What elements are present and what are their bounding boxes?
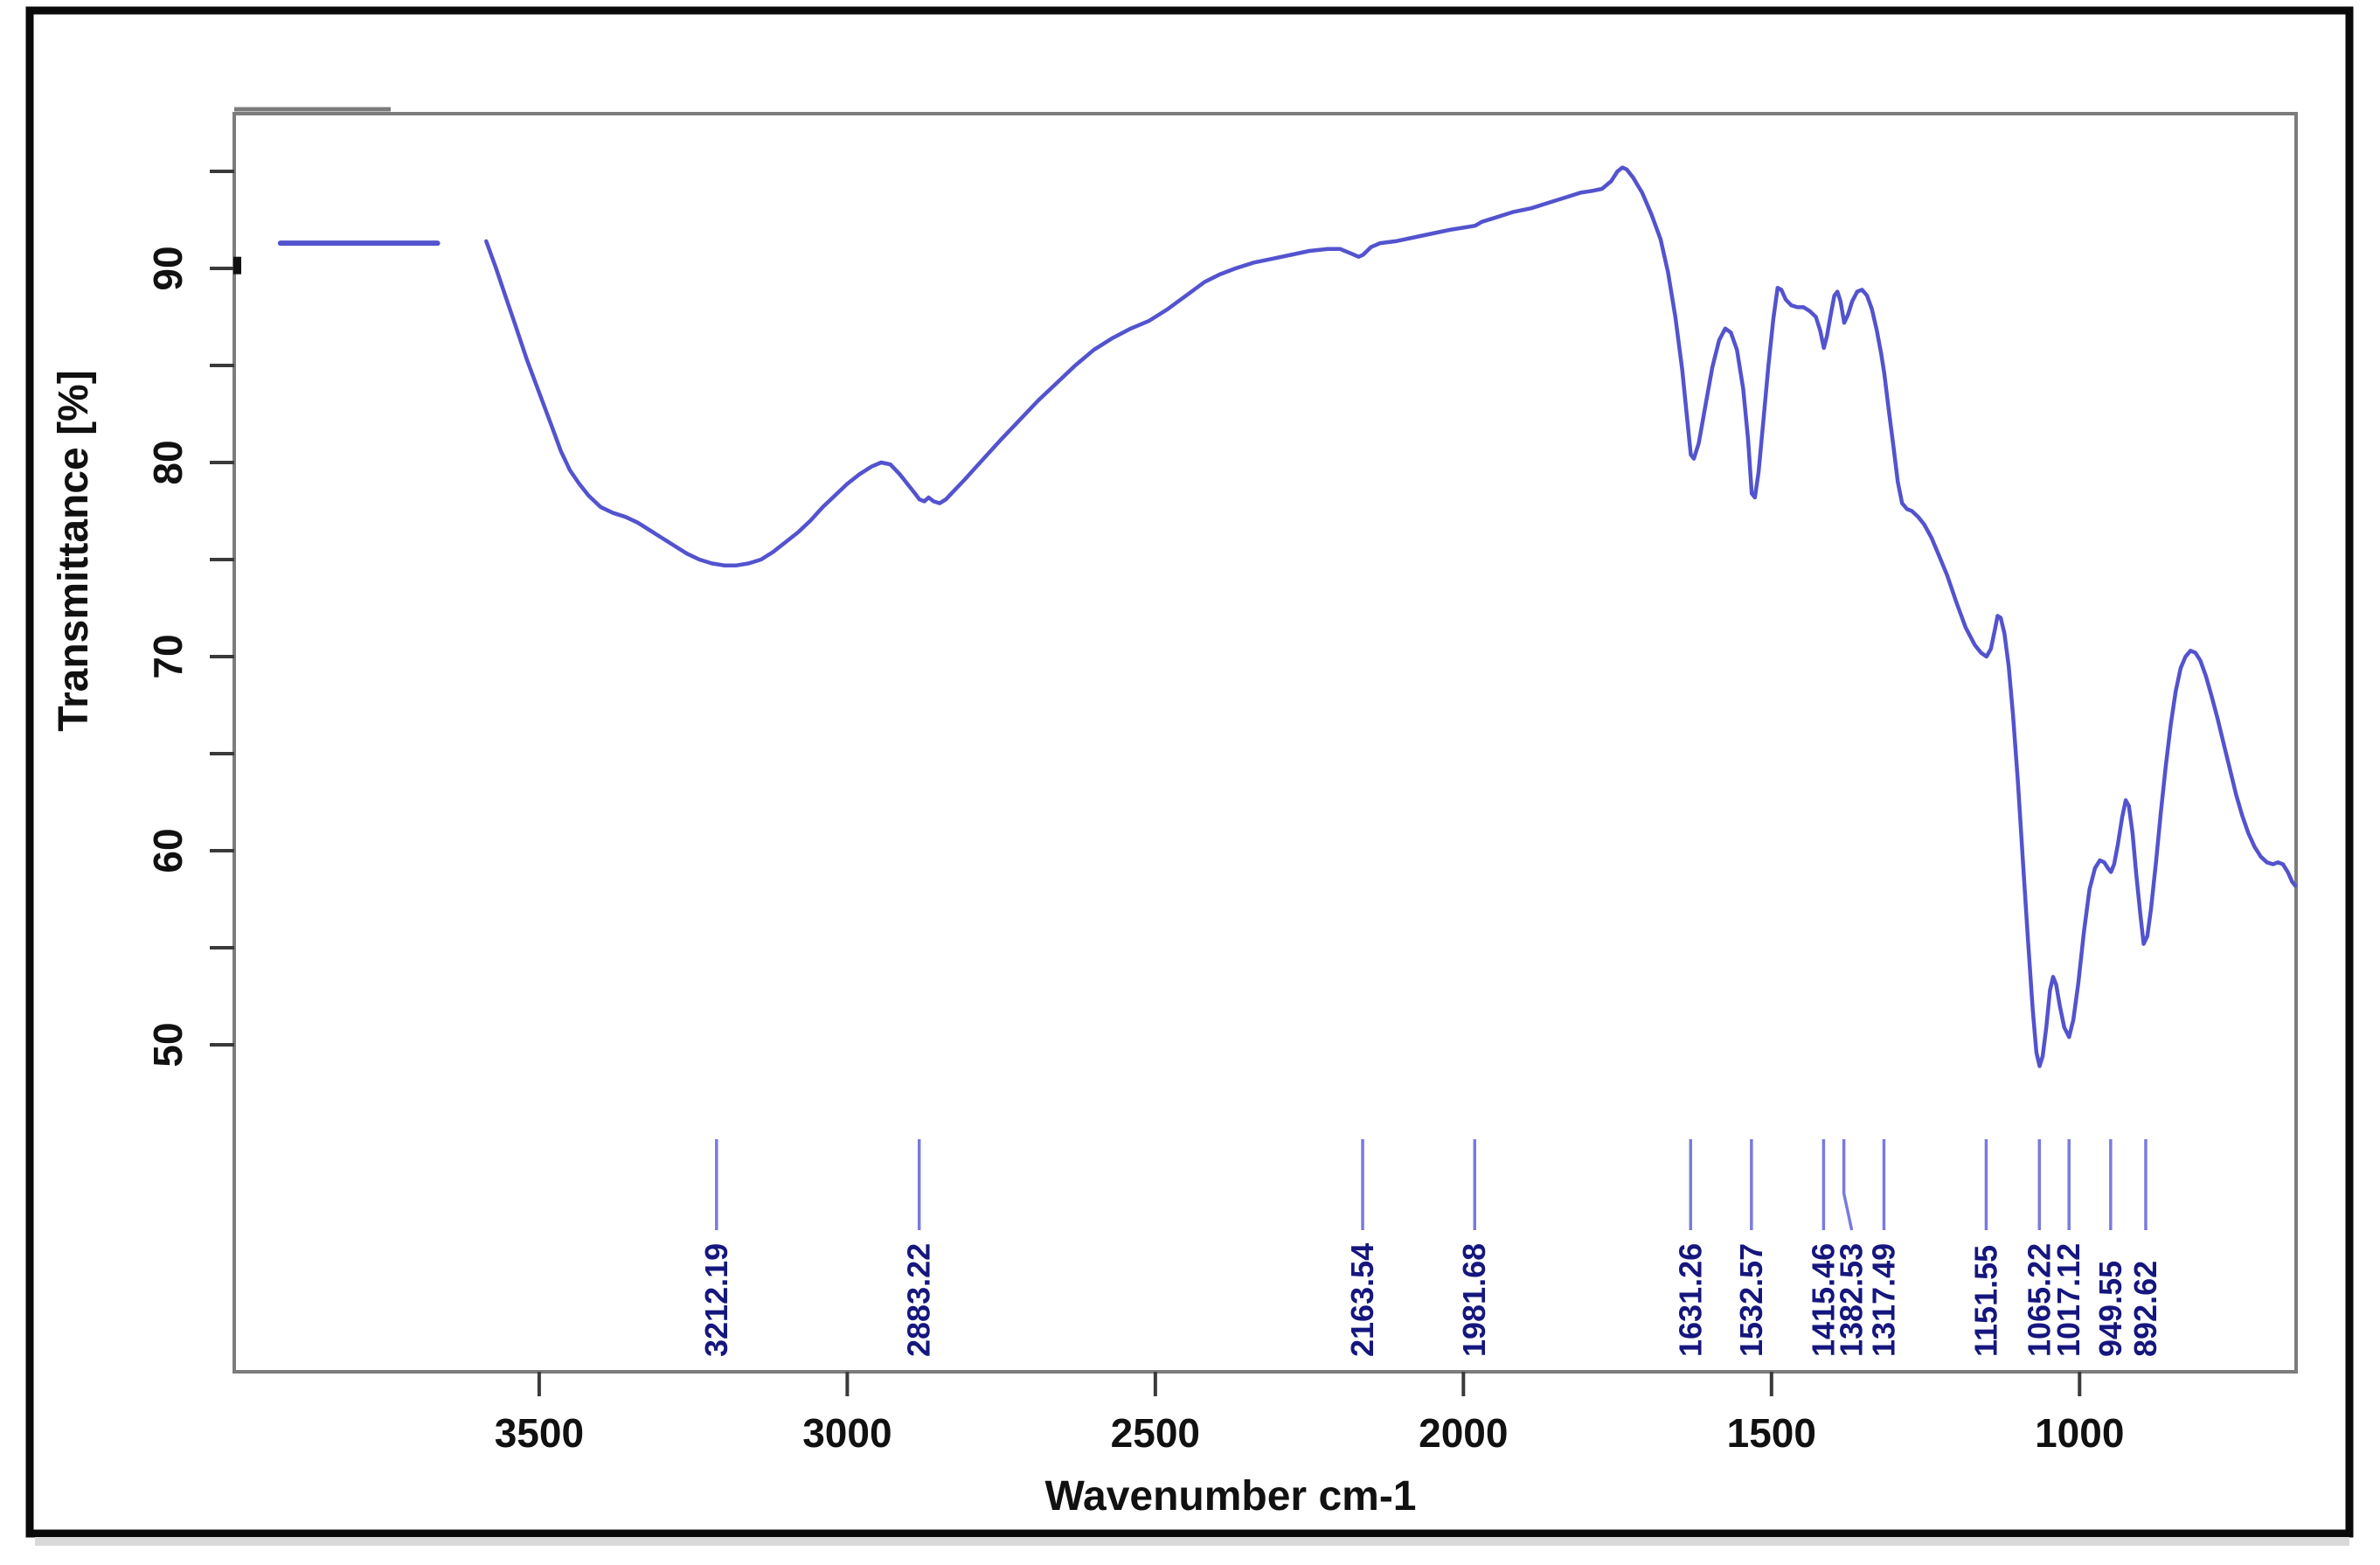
y-tick-label: 80	[145, 440, 191, 484]
y-axis-title: Transmittance [%]	[51, 370, 97, 731]
plot-box	[232, 112, 2298, 1374]
x-tick-label: 1500	[1727, 1410, 1816, 1456]
spectrum-curve-group	[484, 165, 2298, 1068]
peak-markers: 3212.19 2883.22 2163.54 1981.68 1631.26 1532.…	[698, 1139, 2163, 1357]
peak-wavenumber-label: 1017.12	[2050, 1243, 2086, 1357]
y-axis-tick-labels: 90 80 70 60 50	[145, 246, 191, 1067]
peak-wavenumber-label: 892.62	[2127, 1261, 2163, 1357]
y-tick-label: 60	[145, 828, 191, 873]
peak-wavenumber-label: 1631.26	[1672, 1243, 1708, 1357]
peak-wavenumber-label: 2163.54	[1344, 1243, 1380, 1357]
figure-border	[25, 6, 2354, 1538]
y-axis-ticks	[210, 170, 234, 1047]
x-axis-ticks	[537, 1372, 2082, 1396]
x-axis-title: Wavenumber cm-1	[1044, 1473, 1416, 1520]
x-tick-label: 2000	[1419, 1410, 1508, 1456]
x-tick-label: 3000	[802, 1410, 892, 1456]
peak-wavenumber-label: 1382.53	[1834, 1243, 1870, 1357]
figure-border-shadow	[35, 1537, 2349, 1546]
axis-black-mark-artifact	[233, 256, 241, 275]
peak-wavenumber-label: 1532.57	[1733, 1243, 1769, 1357]
peak-marker-line	[1842, 1139, 1854, 1231]
y-tick-label: 50	[145, 1022, 191, 1067]
peak-wavenumber-label: 1317.49	[1865, 1243, 1901, 1357]
peak-wavenumber-label: 1065.22	[2021, 1243, 2057, 1357]
peak-wavenumber-label: 1981.68	[1456, 1243, 1492, 1357]
peak-wavenumber-label: 3212.19	[698, 1243, 734, 1357]
x-axis-tick-labels: 3500 3000 2500 2000 1500 1000	[495, 1410, 2125, 1456]
y-tick-label: 70	[145, 634, 191, 678]
peak-wavenumber-label: 949.55	[2092, 1261, 2128, 1357]
peak-wavenumber-label: 1415.46	[1805, 1243, 1841, 1357]
spectrum-curve	[484, 165, 2298, 1068]
peak-wavenumber-label: 1151.55	[1967, 1245, 2003, 1357]
x-tick-label: 3500	[495, 1410, 584, 1456]
x-tick-label: 1000	[2035, 1410, 2124, 1456]
x-tick-label: 2500	[1111, 1410, 1200, 1456]
peak-wavenumber-label: 2883.22	[901, 1243, 937, 1357]
y-tick-label: 90	[145, 246, 191, 290]
image-artifacts	[233, 240, 441, 275]
